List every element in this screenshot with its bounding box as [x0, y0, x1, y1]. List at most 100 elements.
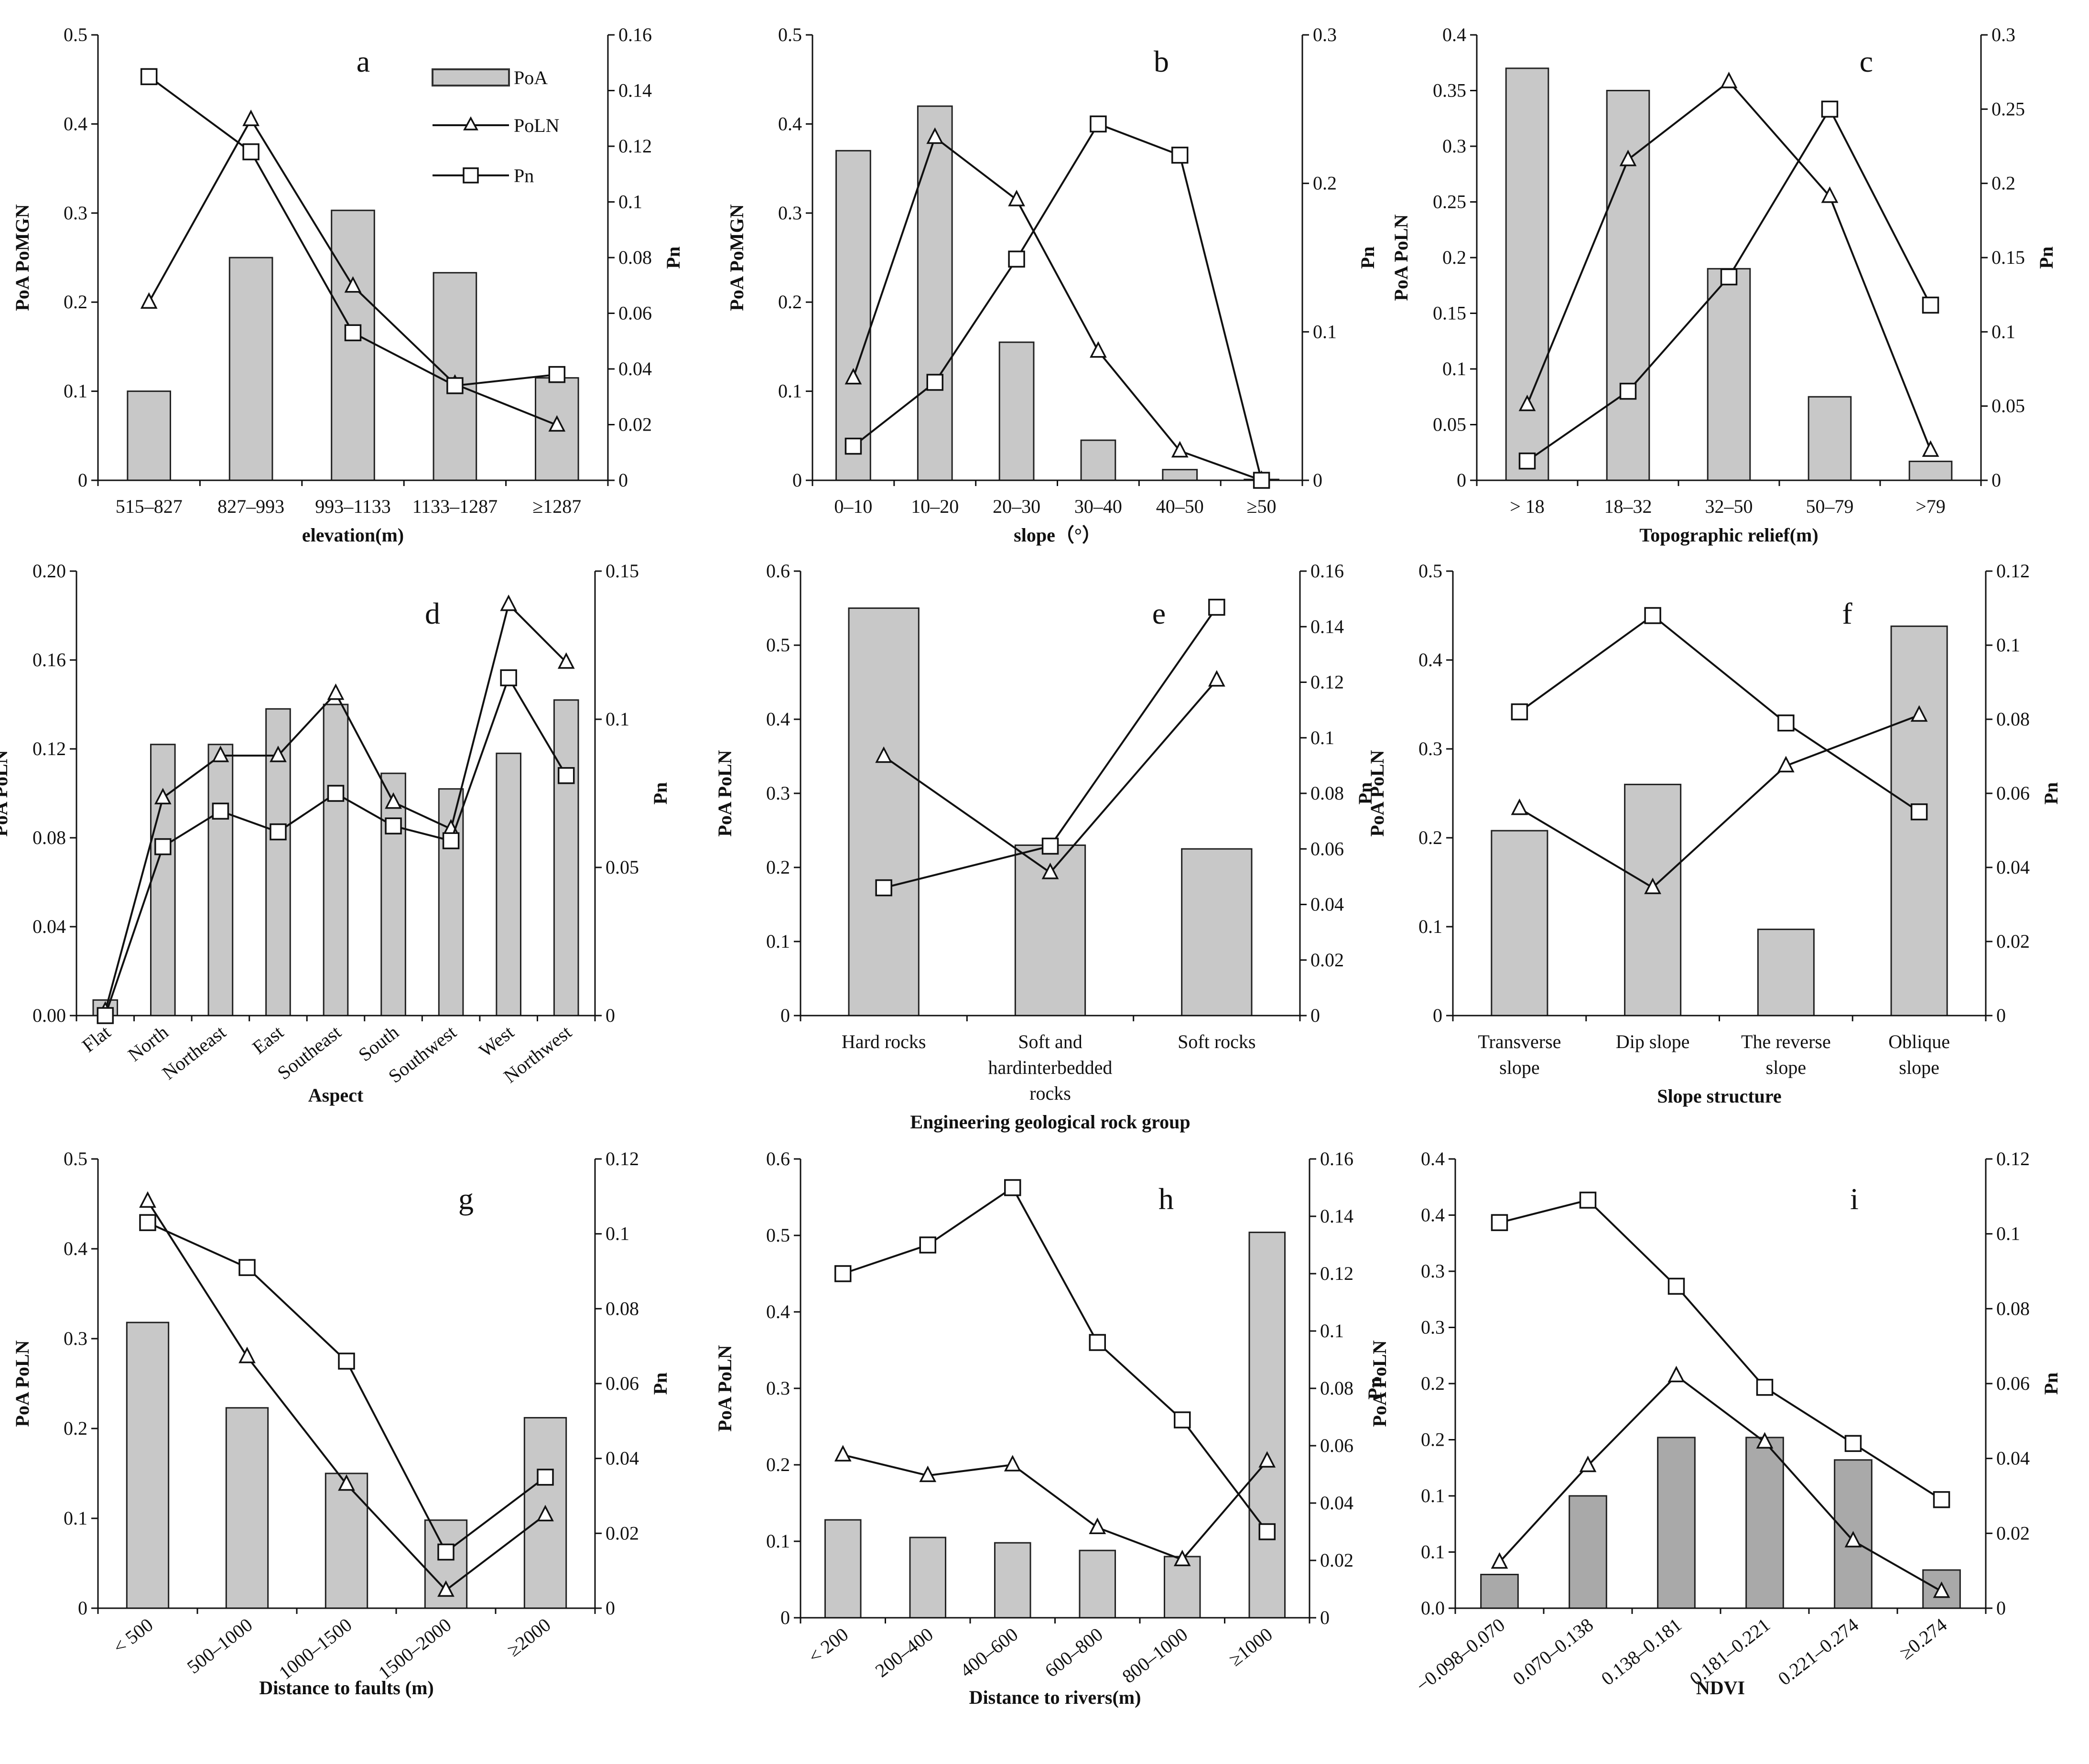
panel-letter-g: g — [458, 1182, 474, 1216]
tick-label-right-g-6: 0.12 — [606, 1148, 639, 1169]
marker-pn-c-3 — [1720, 268, 1738, 286]
tick-label-left-f-1: 0.1 — [1418, 916, 1442, 937]
marker-poln-f-1 — [1511, 798, 1528, 815]
tick-label-right-h-6: 0.12 — [1320, 1263, 1353, 1284]
tick-label-right-g-3: 0.06 — [606, 1373, 639, 1394]
tick-label-left-g-3: 0.3 — [64, 1328, 87, 1349]
marker-pn-i-4 — [1756, 1379, 1774, 1396]
marker-pn-h-3 — [1004, 1179, 1021, 1196]
tick-label-right-c-1: 0.05 — [1992, 395, 2025, 417]
y-axis-title-left-b: PoA PoMGN — [726, 204, 747, 311]
tick-label-left-e-0: 0 — [780, 1005, 790, 1026]
marker-poln-a-5 — [548, 415, 566, 432]
tick-label-right-i-4: 0.08 — [1996, 1298, 2030, 1319]
marker-pn-e-3 — [1208, 598, 1225, 616]
tick-label-left-i-6: 0.3 — [1421, 1260, 1445, 1282]
tick-label-left-c-2: 0.1 — [1442, 358, 1466, 379]
marker-pn-e-1 — [875, 879, 892, 897]
marker-pn-b-1 — [844, 437, 862, 455]
panel-letter-i: i — [1850, 1182, 1859, 1216]
marker-pn-h-6 — [1258, 1523, 1276, 1540]
chart-panel-b: 0 0.1 0.2 0.3 0.4 0.5 0 0.1 0.2 0.3 0–10 10–20 20–30… — [726, 24, 1378, 546]
legend-square-marker — [463, 167, 479, 184]
panel-letter-e: e — [1152, 596, 1166, 630]
marker-poln-h-3 — [1004, 1455, 1021, 1472]
tick-label-left-b-0: 0 — [792, 469, 802, 491]
panel-letter-c: c — [1860, 44, 1873, 78]
tick-label-right-c-3: 0.15 — [1992, 247, 2025, 268]
line-pn-f — [1519, 614, 1920, 813]
x-label-f-the-reverse-slope: The reverse slope — [1741, 1031, 1831, 1078]
x-label-f-oblique-slope: Oblique slope — [1888, 1031, 1950, 1078]
y-axis-title-left-i: PoA PoLN — [1369, 1340, 1390, 1427]
tick-label-left-i-4: 0.2 — [1421, 1373, 1445, 1394]
tick-label-left-d-1: 0.04 — [32, 916, 66, 937]
marker-pn-h-1 — [834, 1265, 852, 1282]
tick-label-left-b-4: 0.4 — [778, 113, 802, 134]
marker-poln-d-5 — [327, 683, 345, 700]
x-label-e-hard-rocks: Hard rocks — [842, 1031, 926, 1052]
tick-label-left-g-2: 0.2 — [64, 1418, 87, 1439]
legend-swatch-bar — [432, 68, 510, 87]
tick-label-left-a-0: 0 — [78, 469, 87, 491]
tick-label-left-a-5: 0.5 — [64, 24, 87, 45]
y-axis-title-right-i: Pn — [2040, 1373, 2062, 1395]
tick-label-right-i-2: 0.04 — [1996, 1448, 2030, 1469]
panel-letter-a: a — [357, 44, 370, 78]
tick-label-right-h-0: 0 — [1320, 1607, 1330, 1628]
x-label-c-79: >79 — [1916, 496, 1946, 517]
marker-poln-i-3 — [1667, 1365, 1685, 1383]
tick-label-right-c-0: 0 — [1992, 469, 2001, 491]
marker-pn-f-3 — [1777, 714, 1795, 732]
tick-label-right-f-2: 0.04 — [1996, 856, 2030, 878]
tick-label-right-e-0: 0 — [1310, 1005, 1320, 1026]
tick-label-left-c-3: 0.15 — [1433, 303, 1466, 324]
tick-label-right-b-1: 0.1 — [1313, 321, 1337, 342]
x-axis-title-a: elevation(m) — [302, 524, 404, 546]
tick-label-left-e-4: 0.4 — [766, 708, 790, 730]
legend-label-poln: PoLN — [514, 115, 560, 136]
bar-poa-b-4 — [1080, 439, 1116, 481]
tick-label-right-f-1: 0.02 — [1996, 931, 2030, 952]
tick-label-right-g-1: 0.02 — [606, 1522, 639, 1544]
line-pn-b — [853, 122, 1263, 481]
y-axis-title-left-a: PoA PoMGN — [11, 204, 33, 311]
marker-poln-c-5 — [1922, 440, 1939, 457]
bar-poa-g-1 — [126, 1321, 170, 1609]
x-label-b-50: ≥50 — [1247, 496, 1277, 517]
tick-label-left-f-5: 0.5 — [1418, 560, 1442, 582]
line-pn-h — [843, 1186, 1268, 1533]
marker-pn-h-2 — [919, 1236, 936, 1254]
bar-poa-h-6 — [1248, 1232, 1286, 1619]
marker-poln-a-3 — [344, 276, 362, 293]
x-label-b-30-40: 30–40 — [1074, 496, 1122, 517]
legend: PoA PoLN Pn — [432, 67, 560, 186]
bar-poa-h-4 — [1079, 1549, 1116, 1619]
marker-poln-d-2 — [154, 788, 172, 805]
bar-poa-e-1 — [848, 607, 920, 1017]
y-axis-title-left-c: PoA PoLN — [1390, 214, 1412, 301]
tick-label-right-e-6: 0.12 — [1310, 671, 1344, 693]
bar-poa-d-8 — [496, 752, 521, 1017]
tick-label-right-h-8: 0.16 — [1320, 1148, 1353, 1169]
tick-label-right-e-3: 0.06 — [1310, 838, 1344, 859]
marker-poln-c-4 — [1821, 186, 1839, 203]
tick-label-left-i-3: 0.2 — [1421, 1429, 1445, 1450]
x-axis-title-i: NDVI — [1696, 1677, 1745, 1699]
bar-poa-b-5 — [1162, 469, 1198, 481]
tick-label-left-c-4: 0.2 — [1442, 247, 1466, 268]
x-label-f-dip-slope: Dip slope — [1616, 1031, 1689, 1052]
x-axis-title-g: Distance to faults (m) — [259, 1677, 434, 1699]
y-axis-title-left-e: PoA PoLN — [714, 750, 736, 836]
marker-pn-f-1 — [1511, 703, 1528, 721]
tick-label-right-g-4: 0.08 — [606, 1298, 639, 1319]
marker-poln-b-4 — [1090, 341, 1107, 358]
tick-label-right-d-3: 0.15 — [606, 560, 639, 582]
tick-label-left-a-2: 0.2 — [64, 291, 87, 313]
marker-pn-f-4 — [1910, 803, 1928, 821]
tick-label-left-f-2: 0.2 — [1418, 827, 1442, 848]
x-axis-title-h: Distance to rivers(m) — [969, 1687, 1141, 1708]
tick-label-left-a-3: 0.3 — [64, 202, 87, 224]
tick-label-right-a-1: 0.02 — [618, 414, 652, 435]
tick-label-left-h-3: 0.3 — [766, 1377, 790, 1399]
